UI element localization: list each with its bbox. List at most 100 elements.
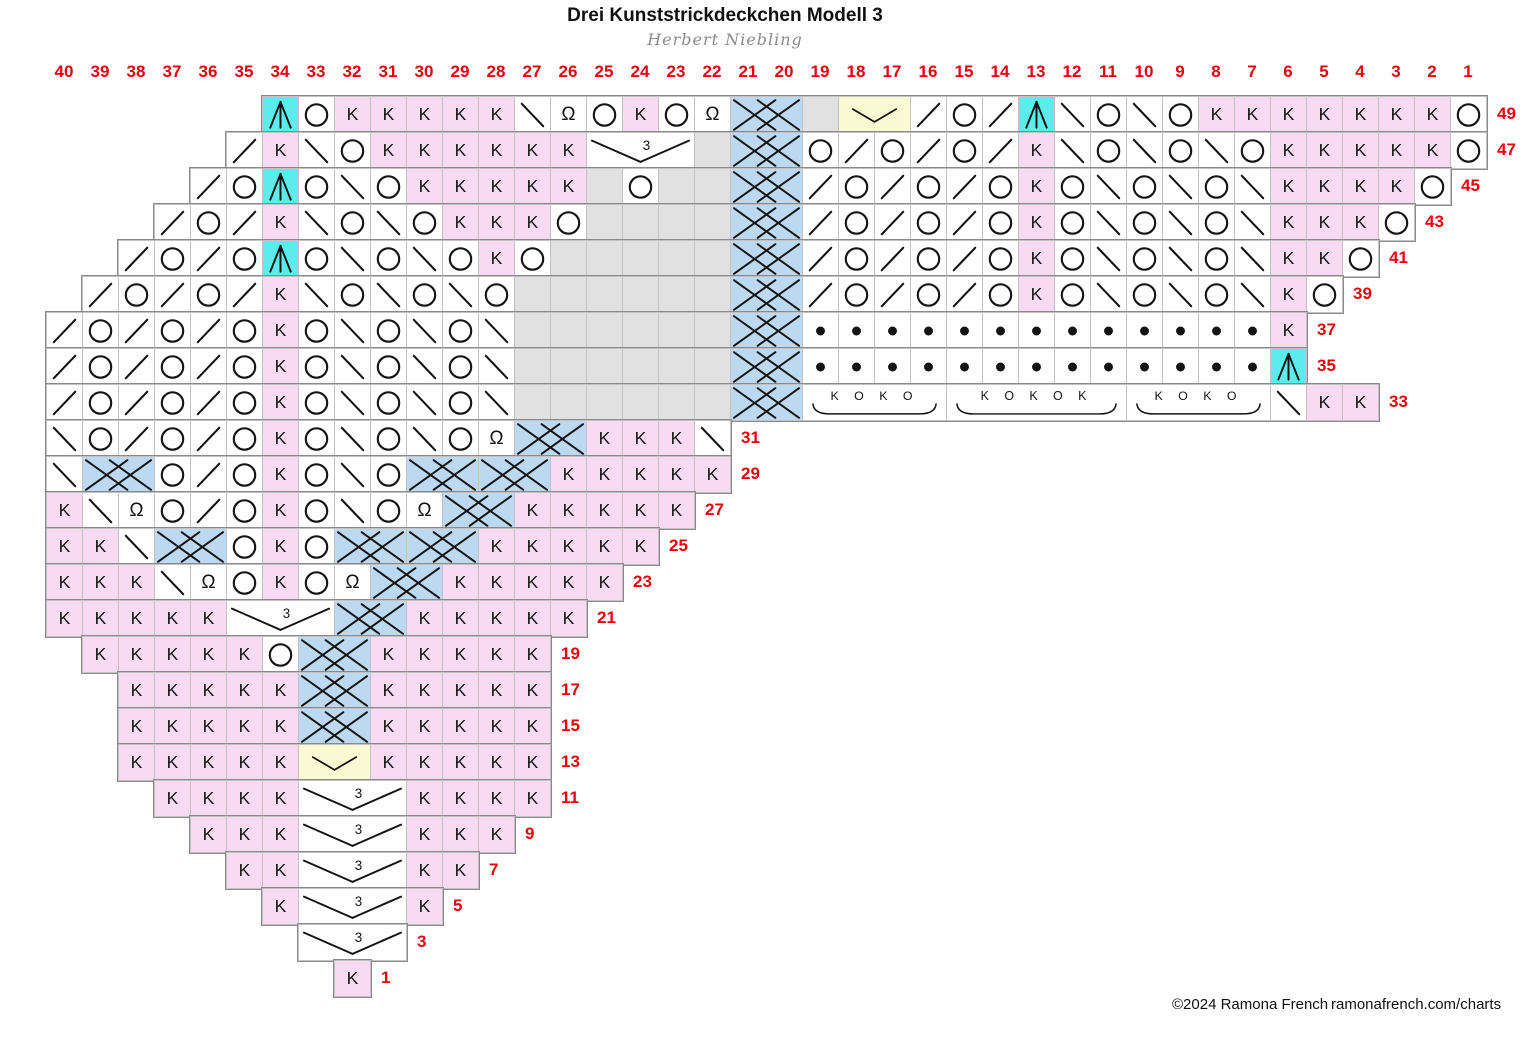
- knit-glyph: K: [238, 860, 251, 880]
- ssk-cell-r43-c31: [370, 204, 407, 241]
- knit-cell-r11-c28: K: [478, 780, 515, 817]
- k2tog-cell-r41-c17: [874, 240, 911, 277]
- knit-glyph: K: [58, 500, 71, 520]
- cable-cross-cell-r47-c21: [730, 132, 803, 169]
- purl-cell-r37-c15: [946, 312, 983, 349]
- yarn-over-cell-r49-c11: [1090, 96, 1127, 133]
- yarn-over-icon: [1384, 210, 1409, 235]
- knit-cell-r11-c36: K: [190, 780, 227, 817]
- cable-cross-cell-r23-c31: [370, 564, 443, 601]
- yarn-over-icon: [1060, 174, 1085, 199]
- cable-cross-icon: [300, 710, 369, 743]
- row-label-43: 43: [1425, 212, 1444, 231]
- knit-cell-r43-c34: K: [262, 204, 299, 241]
- yarn-over-cell-r31-c33: [298, 420, 335, 457]
- yarn-over-cell-r23-c33: [298, 564, 335, 601]
- knit-cell-r15-c28: K: [478, 708, 515, 745]
- yarn-over-icon: [376, 246, 401, 271]
- yarn-over-icon: [448, 354, 473, 379]
- knit-cell-r21-c39: K: [82, 600, 119, 637]
- knit-glyph: K: [1246, 104, 1259, 124]
- k2tog-cell-r41-c19: [802, 240, 839, 277]
- ssk-icon: [340, 498, 365, 523]
- knit-glyph: K: [634, 464, 647, 484]
- knit-glyph: K: [418, 644, 431, 664]
- knit-cell-r41-c6: K: [1270, 240, 1307, 277]
- knit-tbl-cell-r31-c28: Ω: [478, 420, 515, 457]
- knit-cell-r47-c34: K: [262, 132, 299, 169]
- purl-cell-r37-c10: [1126, 312, 1163, 349]
- col-label-3: 3: [1391, 62, 1401, 81]
- yarn-over-cell-r41-c27: [514, 240, 551, 277]
- knit-cell-r45-c13: K: [1018, 168, 1055, 205]
- knit-glyph: K: [454, 176, 467, 196]
- knit-glyph: K: [490, 212, 503, 232]
- yarn-over-icon: [412, 282, 437, 307]
- ssk-icon: [304, 282, 329, 307]
- yarn-over-cell-r29-c37: [154, 456, 191, 493]
- cable-cross-icon: [732, 278, 801, 311]
- ssk-cell-r49-c10: [1126, 96, 1163, 133]
- knit-glyph: K: [58, 536, 71, 556]
- yarn-over-icon: [448, 246, 473, 271]
- yarn-over-cell-r33-c35: [226, 384, 263, 421]
- yarn-over-icon: [340, 210, 365, 235]
- cable-cross-icon: [732, 386, 801, 419]
- k2tog-icon: [916, 138, 941, 163]
- yarn-over-icon: [916, 282, 941, 307]
- knit-glyph: K: [382, 752, 395, 772]
- knit-glyph: K: [454, 140, 467, 160]
- ssk-icon: [340, 426, 365, 451]
- cable-cross-icon: [732, 206, 801, 239]
- ssk-icon: [1096, 174, 1121, 199]
- knit-cell-r23-c39: K: [82, 564, 119, 601]
- ssk-cell-r45-c11: [1090, 168, 1127, 205]
- col-label-9: 9: [1175, 62, 1185, 81]
- ssk-icon: [484, 390, 509, 415]
- yarn-over-icon: [916, 210, 941, 235]
- knit-cell-r9-c30: K: [406, 816, 443, 853]
- yarn-over-icon: [304, 426, 329, 451]
- k2tog-icon: [52, 318, 77, 343]
- k2tog-icon: [916, 102, 941, 127]
- knit-cell-r27-c40: K: [46, 492, 83, 529]
- knit-cell-r49-c3: K: [1378, 96, 1415, 133]
- knit-tbl-cell-r27-c38: Ω: [118, 492, 155, 529]
- knit-cell-r13-c36: K: [190, 744, 227, 781]
- knit-cell-r31-c24: K: [622, 420, 659, 457]
- knit-cell-r5-c34: K: [262, 888, 299, 925]
- no-stitch-cell-r35-c24: [622, 348, 659, 385]
- yarn-over-cell-r39-c8: [1198, 276, 1235, 313]
- knit-cell-r49-c28: K: [478, 96, 515, 133]
- ssk-cell-r39-c33: [298, 276, 335, 313]
- knit-glyph: K: [634, 428, 647, 448]
- ssk-cell-r47-c12: [1054, 132, 1091, 169]
- k2tog-cell-r35-c38: [118, 348, 155, 385]
- yarn-over-icon: [448, 426, 473, 451]
- yarn-over-icon: [232, 246, 257, 271]
- yarn-over-cell-r49-c25: [586, 96, 623, 133]
- yarn-over-cell-r27-c31: [370, 492, 407, 529]
- row-label-11: 11: [561, 788, 579, 807]
- knit-cell-r21-c27: K: [514, 600, 551, 637]
- row-label-25: 25: [669, 536, 688, 555]
- knit-cell-r23-c25: K: [586, 564, 623, 601]
- no-stitch-cell-r49-c19: [802, 96, 839, 133]
- ssk-icon: [1096, 210, 1121, 235]
- yarn-over-cell-r43-c18: [838, 204, 875, 241]
- knit-cell-r31-c25: K: [586, 420, 623, 457]
- k2tog-cell-r37-c36: [190, 312, 227, 349]
- knit-glyph: K: [490, 824, 503, 844]
- k2tog-cell-r35-c36: [190, 348, 227, 385]
- yarn-over-cell-r41-c16: [910, 240, 947, 277]
- yarn-over-cell-r39-c12: [1054, 276, 1091, 313]
- purl-dot-icon: [1176, 362, 1185, 371]
- purl-cell-r35-c9: [1162, 348, 1199, 385]
- knit-glyph: K: [130, 716, 143, 736]
- cable-cross-icon: [732, 134, 801, 167]
- yarn-over-icon: [592, 102, 617, 127]
- cable-cross-icon: [444, 494, 513, 527]
- double-decrease-icon: [1025, 100, 1048, 129]
- col-label-33: 33: [306, 62, 326, 81]
- col-label-34: 34: [270, 62, 290, 81]
